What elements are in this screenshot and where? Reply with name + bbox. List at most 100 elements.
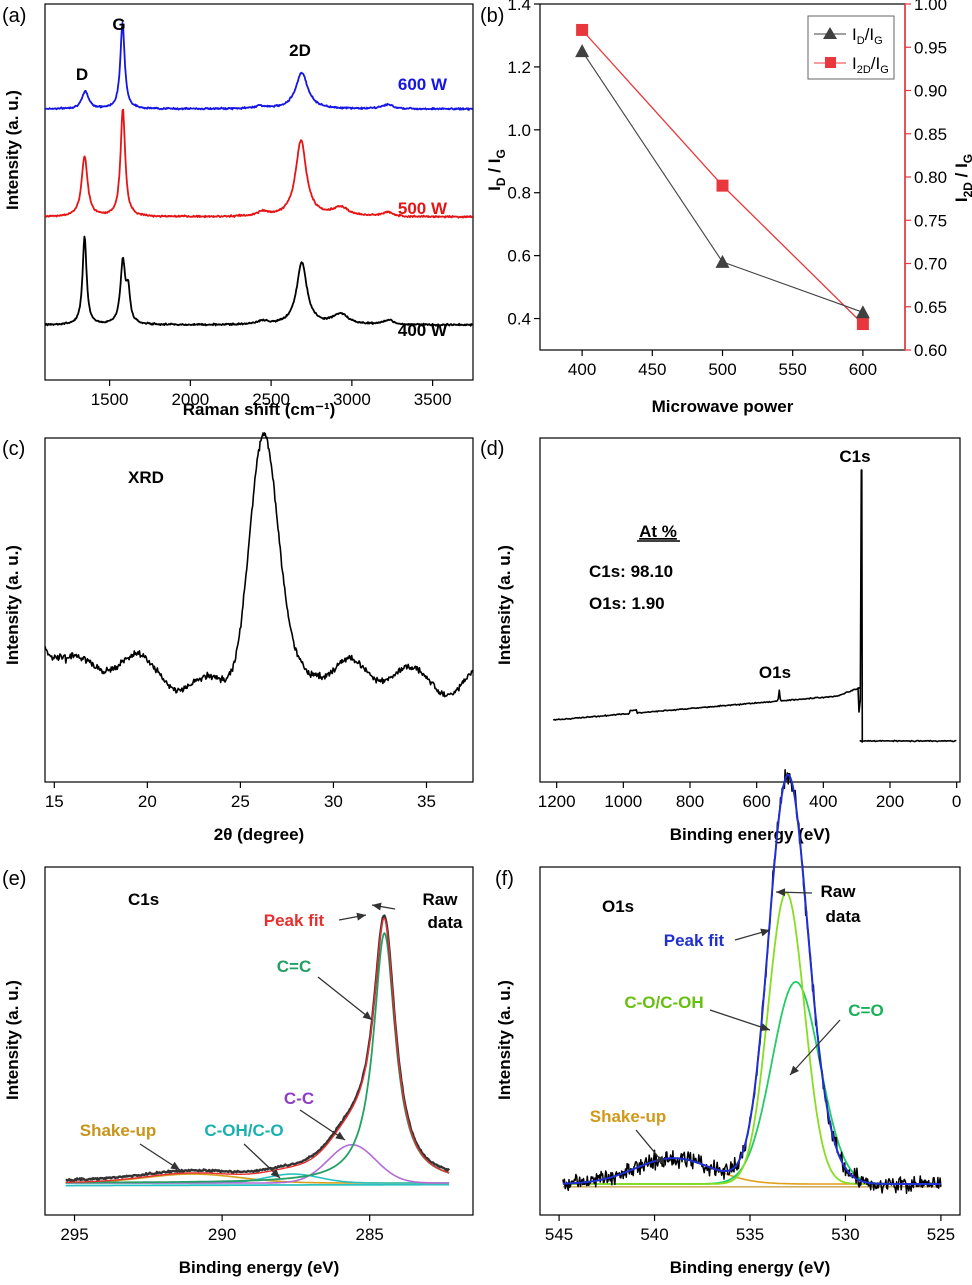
- o1s-cdo-arrow: [789, 1019, 841, 1076]
- i2d-ig-point: [716, 179, 729, 192]
- c1s-peakfit-label: Peak fit: [264, 911, 325, 930]
- panel-d-x-tick-label: 1200: [538, 792, 576, 811]
- panel-e-x-axis: 295 290 285 Binding energy (eV): [60, 1215, 384, 1277]
- panel-d-x-tick-label: 1000: [604, 792, 642, 811]
- raman-series-label: 500 W: [398, 199, 448, 218]
- panel-b-left-tick-label: 0.4: [507, 310, 531, 329]
- c1s-peakfit-arrow-head: [356, 912, 366, 921]
- panel-b-right-tick-label: 0.95: [914, 38, 947, 57]
- panel-c-x-tick-label: 15: [45, 792, 64, 811]
- peak-label-c1s: C1s: [839, 447, 870, 466]
- o1s-co-arrow-head: [760, 1023, 770, 1031]
- c1s-raw-label-2: data: [428, 913, 464, 932]
- panel-d-label: (d): [480, 438, 504, 460]
- id-ig-point: [715, 254, 730, 268]
- panel-c-label: (c): [2, 438, 25, 460]
- o1s-co-arrow: [709, 1009, 771, 1031]
- c1s-raw-arrow: [371, 902, 396, 911]
- panel-a-x-tick-label: 2500: [252, 390, 290, 409]
- panel-e-label: (e): [2, 868, 26, 890]
- panel-e-title: C1s: [128, 890, 159, 909]
- panel-f-y-axis-label: Intensity (a. u.): [495, 980, 514, 1100]
- legend-id-ig-marker: [823, 27, 837, 39]
- c1s-c-c-arrow-head: [335, 1131, 345, 1140]
- panel-b-right-tick-label: 1.00: [914, 0, 947, 14]
- o1s-shakeup-arrow: [635, 1129, 666, 1166]
- o1s-peakfit-arrow-head: [760, 928, 770, 937]
- panel-e-x-tick-label: 295: [60, 1225, 88, 1244]
- panel-c-y-axis-label: Intensity (a. u.): [3, 545, 22, 665]
- c1s-peak-fit-line: [65, 917, 450, 1184]
- panel-a-label: (a): [2, 5, 26, 27]
- panel-c-x-axis-label: 2θ (degree): [214, 825, 304, 844]
- peak-label-g: G: [112, 15, 125, 34]
- panel-b-label: (b): [480, 5, 504, 27]
- panel-f-title: O1s: [602, 897, 634, 916]
- panel-c-x-tick-label: 30: [324, 792, 343, 811]
- panel-b-legend: ID/IG I2D/IG: [807, 15, 895, 80]
- o1s-raw-label-2: data: [826, 907, 862, 926]
- panel-f-plot-frame: [539, 866, 961, 1216]
- o1s-peak-fit-line: [562, 773, 942, 1185]
- panel-e-y-axis-label: Intensity (a. u.): [3, 980, 22, 1100]
- raman-series-line: [44, 108, 474, 219]
- panel-b-x-axis: 400 450 500 550 600 Microwave power: [568, 350, 877, 416]
- panel-b-left-tick-label: 0.6: [507, 247, 531, 266]
- panel-d-x-tick-label: 400: [809, 792, 837, 811]
- panel-e-x-tick-label: 285: [356, 1225, 384, 1244]
- panel-b-right-tick-label: 0.60: [914, 341, 947, 360]
- i2d-ig-point: [576, 23, 589, 36]
- panel-b-right-axis: 0.60 0.65 0.70 0.75 0.80 0.85 0.90 0.95 1.00: [904, 0, 947, 360]
- c1s-raw-label-1: Raw: [423, 890, 459, 909]
- panel-b-x-tick-label: 400: [568, 360, 596, 379]
- panel-b-x-axis-label: Microwave power: [652, 397, 794, 416]
- panel-b-right-tick-label: 0.65: [914, 298, 947, 317]
- panel-d-x-axis: 1200 1000 800 600 400 200 0 Binding energy (eV): [538, 782, 961, 844]
- c1s-cc-label: C=C: [277, 957, 311, 976]
- panel-b-left-tick-label: 1.0: [507, 121, 531, 140]
- xrd-pattern-line: [44, 432, 474, 698]
- panel-f-x-tick-label: 530: [831, 1225, 859, 1244]
- c1s-c-c-label: C-C: [284, 1089, 314, 1108]
- o1s-co-label: C-O/C-OH: [624, 993, 703, 1012]
- panel-b-left-tick-label: 1.2: [507, 58, 531, 77]
- panel-b-x-tick-label: 500: [708, 360, 736, 379]
- c1s-baseline-line: [65, 1183, 450, 1187]
- panel-f-x-tick-label: 535: [736, 1225, 764, 1244]
- legend-id-ig-label: ID/IG: [852, 25, 883, 47]
- composition-heading: At %: [639, 522, 677, 541]
- composition-o1s: O1s: 1.90: [589, 594, 665, 613]
- panel-d-x-tick-label: 800: [676, 792, 704, 811]
- c1s-peakfit-arrow: [338, 912, 367, 921]
- panel-b-x-tick-label: 450: [638, 360, 666, 379]
- o1s-co-arrow-shaft: [709, 1009, 771, 1031]
- panel-d-y-axis-label: Intensity (a. u.): [495, 545, 514, 665]
- o1s-c-o-line: [562, 891, 941, 1185]
- peak-label-d: D: [76, 65, 88, 84]
- panel-e-x-tick-label: 290: [208, 1225, 236, 1244]
- panel-a-x-tick-label: 3000: [333, 390, 371, 409]
- panel-b-right-tick-label: 0.75: [914, 211, 947, 230]
- xps-survey-line: [552, 469, 957, 743]
- panel-f-x-tick-label: 545: [545, 1225, 573, 1244]
- c1s-raw-arrow-head: [372, 902, 382, 911]
- panel-b-right-tick-label: 0.90: [914, 82, 947, 101]
- c1s-c-c-arrow: [299, 1109, 346, 1141]
- panel-b-x-tick-label: 550: [779, 360, 807, 379]
- raman-series-line: [44, 235, 474, 327]
- c1s-cc-arrow-shaft: [317, 976, 373, 1021]
- panel-b-left-axis-label: ID / IG: [485, 149, 508, 191]
- legend-i2d-ig-marker: [825, 57, 836, 68]
- panel-f-x-axis: 545 540 535 530 525 Binding energy (eV): [545, 1215, 955, 1277]
- o1s-shakeup-arrow-head: [656, 1155, 665, 1165]
- o1s-raw-arrow-head: [776, 888, 786, 897]
- c1s-shakeup-label: Shake-up: [80, 1121, 157, 1140]
- o1s-raw-label-1: Raw: [821, 882, 857, 901]
- panel-f-x-tick-label: 540: [640, 1225, 668, 1244]
- panel-c-x-tick-label: 25: [231, 792, 250, 811]
- c1s-coh-arrow: [243, 1143, 281, 1179]
- panel-b-left-tick-label: 0.8: [507, 184, 531, 203]
- panel-c-x-tick-label: 35: [417, 792, 436, 811]
- panel-c-x-tick-label: 20: [138, 792, 157, 811]
